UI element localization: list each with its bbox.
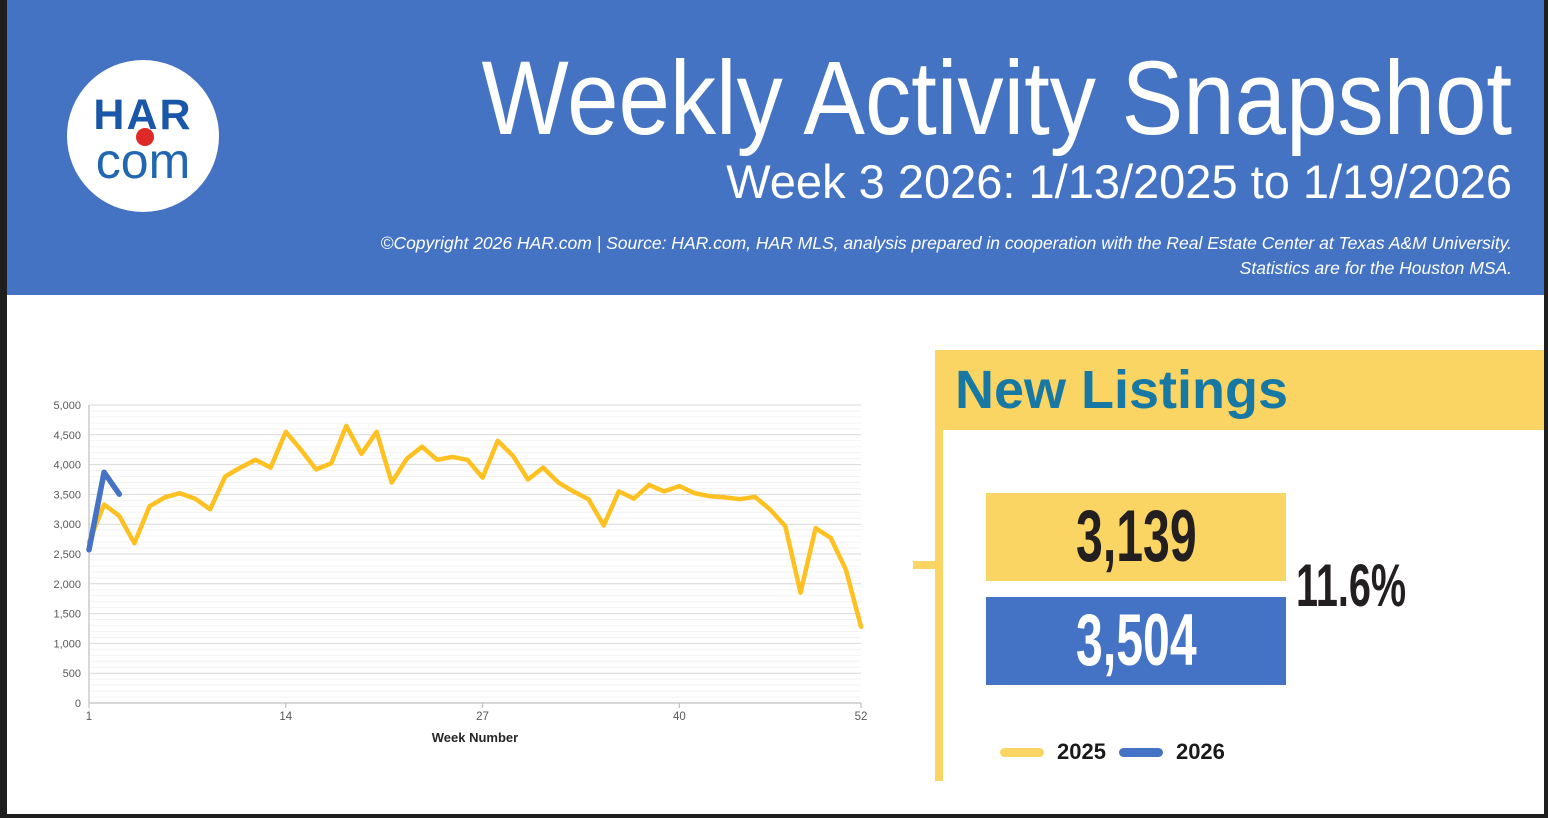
svg-text:1,500: 1,500 [53, 609, 81, 621]
chart-svg: 0 500 1,000 1,500 2,000 2,500 3,000 3,500 4,000 4… [53, 400, 868, 745]
svg-text:2,000: 2,000 [53, 579, 81, 591]
svg-text:14: 14 [279, 711, 292, 723]
series-line-2025 [86, 423, 864, 629]
report-week-range: Week 3 2026: 1/13/2025 to 1/19/2026 [726, 155, 1512, 208]
current-year-value: 3,504 [1075, 600, 1197, 681]
page-border-right [1544, 0, 1548, 818]
legend-swatch-2026-icon [1118, 747, 1163, 757]
svg-text:4,000: 4,000 [53, 460, 81, 472]
page-border-bottom [0, 814, 1548, 818]
weekly-listings-chart: 0 500 1,000 1,500 2,000 2,500 3,000 3,500 4,000 4… [40, 393, 870, 758]
svg-text:5,000: 5,000 [53, 400, 81, 412]
page-border-left [0, 0, 7, 818]
year-over-year-change: 11.6% [1296, 552, 1407, 619]
bracket-vertical-line [935, 430, 943, 781]
svg-text:1: 1 [86, 711, 92, 723]
copyright-line-2: Statistics are for the Houston MSA. [1239, 258, 1512, 278]
legend-label-2025: 2025 [1057, 739, 1106, 764]
svg-text:Week Number: Week Number [432, 730, 518, 745]
chart-legend: 2025 2026 [1000, 740, 1225, 764]
svg-text:2,500: 2,500 [53, 549, 81, 561]
legend-swatch-2025-icon [1000, 747, 1044, 757]
page-title: Weekly Activity Snapshot [481, 40, 1512, 157]
metric-banner: New Listings [935, 350, 1544, 430]
svg-text:3,000: 3,000 [53, 519, 81, 531]
svg-text:27: 27 [476, 711, 489, 723]
series-line-2026 [86, 469, 123, 553]
svg-text:4,500: 4,500 [53, 430, 81, 442]
logo-red-dot-icon [136, 128, 154, 146]
metric-title: New Listings [955, 360, 1289, 420]
prior-year-value: 3,139 [1075, 496, 1197, 577]
svg-text:1,000: 1,000 [53, 638, 81, 650]
legend-label-2026: 2026 [1175, 739, 1225, 764]
header-banner: HAR com Weekly Activity Snapshot Week 3 … [7, 0, 1544, 295]
svg-text:0: 0 [75, 698, 81, 710]
har-com-logo: HAR com [67, 60, 219, 212]
svg-text:3,500: 3,500 [53, 489, 81, 501]
svg-text:500: 500 [63, 668, 81, 680]
svg-text:52: 52 [855, 711, 868, 723]
copyright-line-1: ©Copyright 2026 HAR.com | Source: HAR.co… [380, 233, 1512, 253]
prior-year-value-box: 3,139 [986, 493, 1286, 581]
copyright-source-note: ©Copyright 2026 HAR.com | Source: HAR.co… [381, 231, 1512, 281]
current-year-value-box: 3,504 [986, 597, 1286, 685]
bracket-tick-line [913, 561, 935, 569]
logo-com-text: com [95, 133, 191, 189]
svg-text:40: 40 [673, 711, 686, 723]
